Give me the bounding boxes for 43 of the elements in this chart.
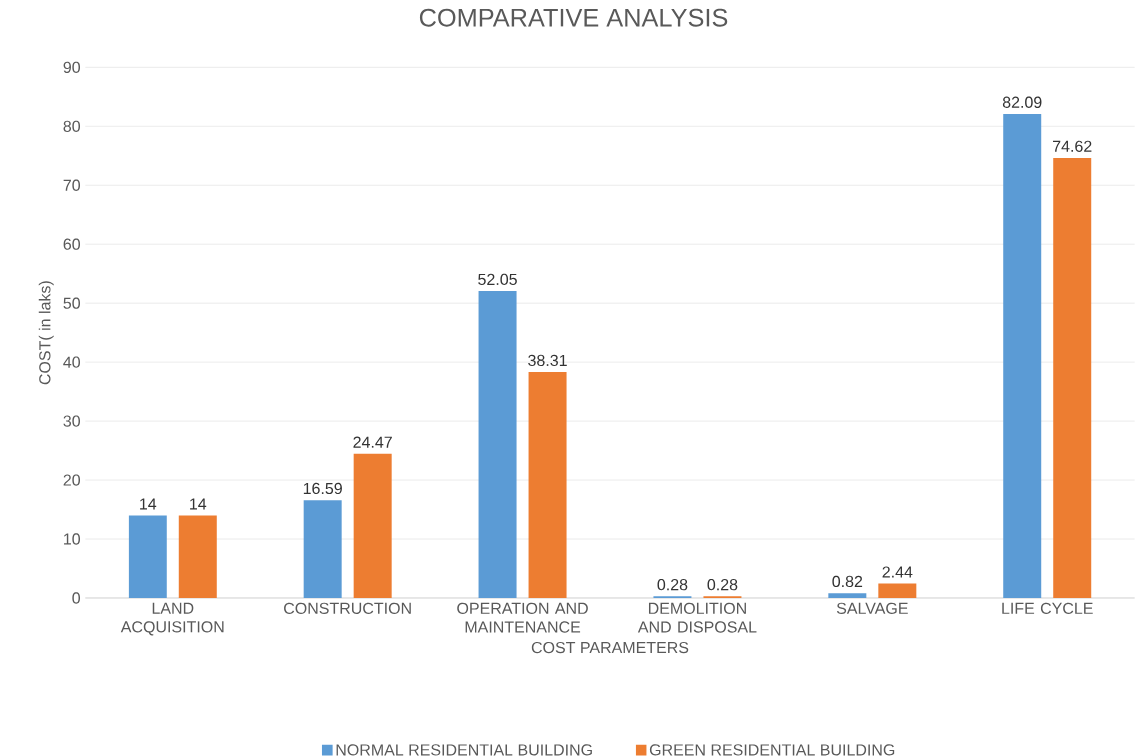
y-tick-label: 90 xyxy=(63,61,81,73)
bar xyxy=(478,291,517,598)
y-tick-label: 40 xyxy=(63,356,81,368)
data-label: 14 xyxy=(140,498,157,510)
y-tick-label: 80 xyxy=(63,120,81,132)
bar xyxy=(1053,158,1092,598)
bar xyxy=(1003,113,1042,598)
y-axis-title: COST( in laks) xyxy=(38,281,54,385)
y-tick-label: 60 xyxy=(63,238,81,250)
data-label: 14 xyxy=(190,498,207,510)
bar xyxy=(303,500,342,598)
x-tick-label: CONSTRUCTION xyxy=(284,602,411,615)
bar xyxy=(878,583,917,598)
legend-label: GREEN RESIDENTIAL BUILDING xyxy=(649,744,895,756)
x-axis-title: COST PARAMETERS xyxy=(531,641,689,654)
y-tick-label: 10 xyxy=(64,533,81,545)
chart-title: COMPARATIVE ANALYSIS xyxy=(419,8,728,27)
data-label: 0.82 xyxy=(832,575,863,588)
bar xyxy=(128,515,167,598)
x-tick-label: OPERATION AND MAINTENANCE xyxy=(457,602,588,633)
data-label: 74.62 xyxy=(1053,140,1092,152)
data-label: 2.44 xyxy=(882,566,913,578)
y-tick-label: 20 xyxy=(63,474,81,486)
legend-label: NORMAL RESIDENTIAL BUILDING xyxy=(336,744,592,756)
bar xyxy=(353,453,392,598)
y-tick-label: 30 xyxy=(63,415,81,427)
bar xyxy=(178,515,217,598)
bar xyxy=(828,593,867,598)
y-tick-label: 50 xyxy=(63,297,81,309)
x-tick-label: SALVAGE xyxy=(836,602,908,615)
bar xyxy=(528,372,567,598)
data-label: 24.47 xyxy=(353,436,392,448)
y-tick-label: 0 xyxy=(72,592,81,604)
data-label: 16.59 xyxy=(303,482,342,495)
data-label: 0.28 xyxy=(707,578,738,591)
x-tick-label: LAND ACQUISITION xyxy=(120,602,224,636)
data-label: 38.31 xyxy=(528,354,567,367)
y-tick-label: 70 xyxy=(63,179,81,191)
data-label: 0.28 xyxy=(657,578,688,591)
x-tick-label: DEMOLITION AND DISPOSAL xyxy=(637,602,757,633)
data-label: 52.05 xyxy=(478,273,517,286)
data-label: 82.09 xyxy=(1002,96,1042,108)
x-tick-label: LIFE CYCLE xyxy=(1002,602,1093,615)
